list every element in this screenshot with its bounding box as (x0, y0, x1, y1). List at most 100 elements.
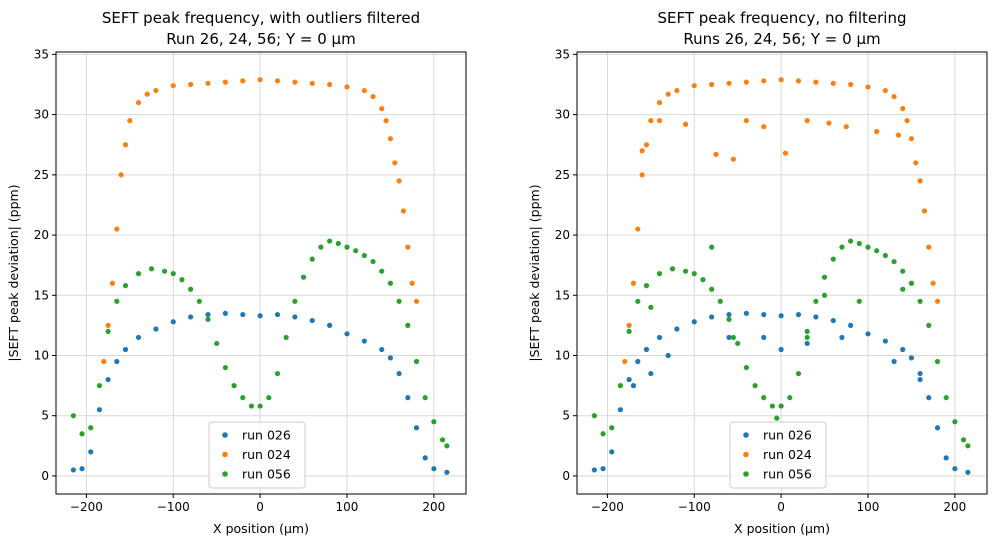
data-point (882, 87, 888, 94)
data-point (943, 395, 949, 401)
data-point (79, 431, 85, 437)
data-point (413, 425, 420, 431)
data-point (240, 395, 246, 401)
data-point (848, 81, 854, 88)
data-point (795, 311, 802, 318)
data-point (830, 256, 836, 262)
data-point (635, 298, 641, 304)
data-point (965, 469, 971, 475)
data-point (804, 328, 810, 335)
data-point (743, 310, 749, 316)
data-point (743, 79, 749, 85)
data-point (135, 99, 142, 106)
data-point (743, 364, 749, 371)
data-point (144, 91, 150, 97)
x-tick-label: −100 (678, 500, 711, 514)
data-point (713, 151, 719, 157)
data-point (709, 286, 715, 292)
data-point (674, 87, 680, 94)
x-tick-label: 0 (777, 500, 785, 514)
data-point (626, 376, 632, 383)
data-point (222, 364, 228, 371)
data-point (891, 93, 897, 100)
data-point (787, 395, 793, 401)
series-run-024 (622, 77, 941, 365)
data-point (70, 467, 76, 473)
data-point (274, 311, 281, 318)
data-point (656, 99, 663, 106)
x-tick-label: −200 (591, 500, 624, 514)
data-point (248, 403, 255, 409)
data-point (626, 322, 632, 328)
data-point (135, 271, 142, 277)
plot-frame (576, 51, 988, 495)
series-run-026 (591, 310, 971, 475)
data-point (917, 178, 923, 184)
data-point (965, 443, 971, 449)
data-point (222, 310, 228, 316)
legend-marker (743, 451, 749, 458)
data-point (101, 358, 107, 365)
data-point (813, 314, 819, 320)
data-point (643, 283, 650, 289)
data-point (943, 455, 949, 461)
y-tick-label: 15 (555, 288, 570, 302)
y-tick-label: 25 (34, 168, 49, 182)
legend-marker (222, 432, 228, 438)
chart-subtitle: Run 26, 24, 56; Y = 0 µm (166, 30, 355, 48)
data-point (656, 118, 663, 124)
data-point (674, 326, 680, 332)
legend-marker (222, 471, 228, 477)
legend-label: run 026 (763, 428, 812, 443)
data-point (761, 395, 767, 401)
data-point (691, 319, 697, 325)
data-point (882, 338, 888, 344)
data-point (761, 334, 767, 341)
data-point (161, 268, 168, 274)
legend-box (208, 421, 306, 489)
data-point (135, 334, 142, 341)
data-point (874, 248, 880, 254)
y-tick-label: 25 (555, 168, 570, 182)
data-point (431, 466, 437, 472)
data-point (257, 403, 263, 409)
legend-label: run 024 (242, 447, 291, 462)
data-point (114, 358, 120, 365)
data-point (917, 370, 923, 377)
data-point (635, 226, 641, 232)
data-point (444, 469, 450, 475)
data-point (669, 266, 676, 272)
data-point (848, 238, 854, 244)
x-tick-label: 100 (336, 500, 359, 514)
data-point (122, 142, 129, 148)
data-point (900, 106, 906, 112)
data-point (609, 425, 615, 431)
chart-title: SEFT peak frequency, no filtering (657, 9, 906, 27)
data-point (917, 376, 923, 383)
x-axis-label: X position (µm) (213, 521, 309, 536)
data-point (70, 413, 76, 419)
data-point (639, 148, 645, 154)
data-point (900, 268, 906, 274)
x-tick-label: −200 (70, 500, 103, 514)
data-point (648, 118, 654, 124)
data-point (952, 466, 958, 472)
data-point (856, 298, 862, 304)
data-point (292, 298, 298, 304)
series-run-026 (70, 310, 450, 475)
data-point (109, 280, 116, 286)
data-point (257, 313, 263, 319)
data-point (344, 331, 350, 337)
data-point (730, 156, 736, 162)
data-point (769, 403, 776, 409)
series-run-024 (101, 77, 420, 365)
data-point (904, 118, 910, 124)
data-point (630, 280, 637, 286)
data-point (752, 383, 758, 389)
data-point (830, 317, 836, 324)
data-point (830, 80, 836, 86)
data-point (370, 258, 376, 265)
data-point (656, 334, 663, 341)
data-point (153, 87, 159, 94)
data-point (843, 124, 849, 130)
